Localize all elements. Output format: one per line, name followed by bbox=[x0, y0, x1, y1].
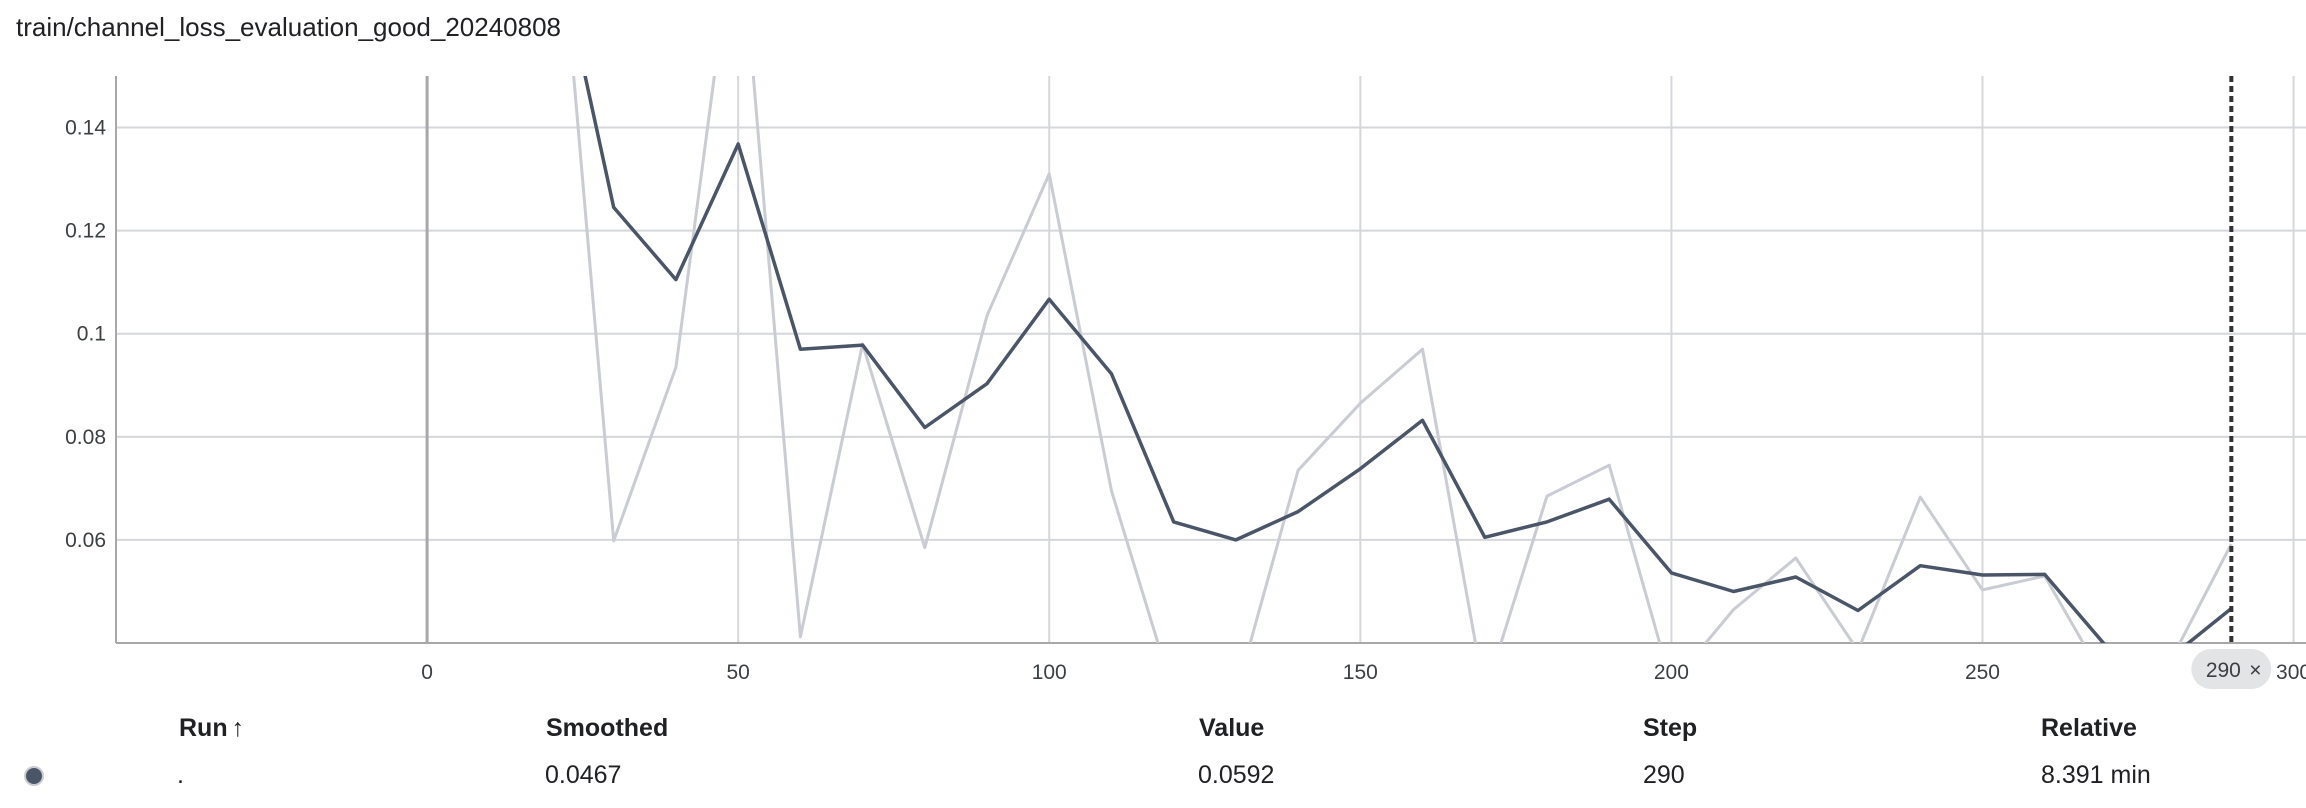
chart-title: train/channel_loss_evaluation_good_20240… bbox=[16, 12, 562, 42]
loss-line-chart[interactable]: 0.060.080.10.120.140 50 100 150 200 250 300290… bbox=[0, 0, 2306, 690]
x-tick-label: 150 bbox=[1343, 661, 1378, 684]
x-tick-label: 300 bbox=[2276, 661, 2306, 684]
step-column-header: Step bbox=[1643, 714, 1698, 742]
cursor-step-chip[interactable]: 290 × bbox=[2191, 649, 2272, 689]
smoothed-value: 0.0467 bbox=[545, 761, 622, 789]
close-icon[interactable]: × bbox=[2249, 659, 2261, 682]
run-name: . bbox=[177, 761, 184, 789]
raw-series-line bbox=[572, 76, 2233, 643]
value-column-header: Value bbox=[1199, 714, 1265, 742]
x-tick-label: 50 bbox=[726, 661, 749, 684]
cursor-step-label: 290 bbox=[2206, 659, 2241, 682]
y-tick-label: 0.08 bbox=[65, 426, 106, 449]
sort-ascending-icon: ↑ bbox=[231, 714, 245, 742]
series-group bbox=[572, 76, 2233, 643]
cursor-chip-background bbox=[2191, 649, 2272, 689]
run-color-swatch[interactable] bbox=[24, 766, 44, 786]
relative-time: 8.391 min bbox=[2041, 761, 2151, 789]
relative-column-header: Relative bbox=[2041, 714, 2137, 742]
y-tick-label: 0.12 bbox=[65, 220, 106, 243]
smoothed-series-line bbox=[583, 76, 2233, 643]
x-tick-label: 200 bbox=[1654, 661, 1689, 684]
x-tick-label: 100 bbox=[1032, 661, 1067, 684]
y-tick-label: 0.14 bbox=[65, 117, 106, 140]
y-tick-label: 0.1 bbox=[77, 323, 106, 346]
run-table: Run ↑ Smoothed Value Step Relative . 0.04… bbox=[0, 706, 2306, 808]
x-tick-label: 0 bbox=[421, 661, 433, 684]
run-column-header[interactable]: Run ↑ bbox=[179, 714, 245, 742]
step-value: 290 bbox=[1643, 761, 1685, 789]
x-tick-label: 250 bbox=[1965, 661, 2000, 684]
smoothed-column-header: Smoothed bbox=[546, 714, 669, 742]
raw-value: 0.0592 bbox=[1198, 761, 1275, 789]
y-tick-label: 0.06 bbox=[65, 529, 106, 552]
